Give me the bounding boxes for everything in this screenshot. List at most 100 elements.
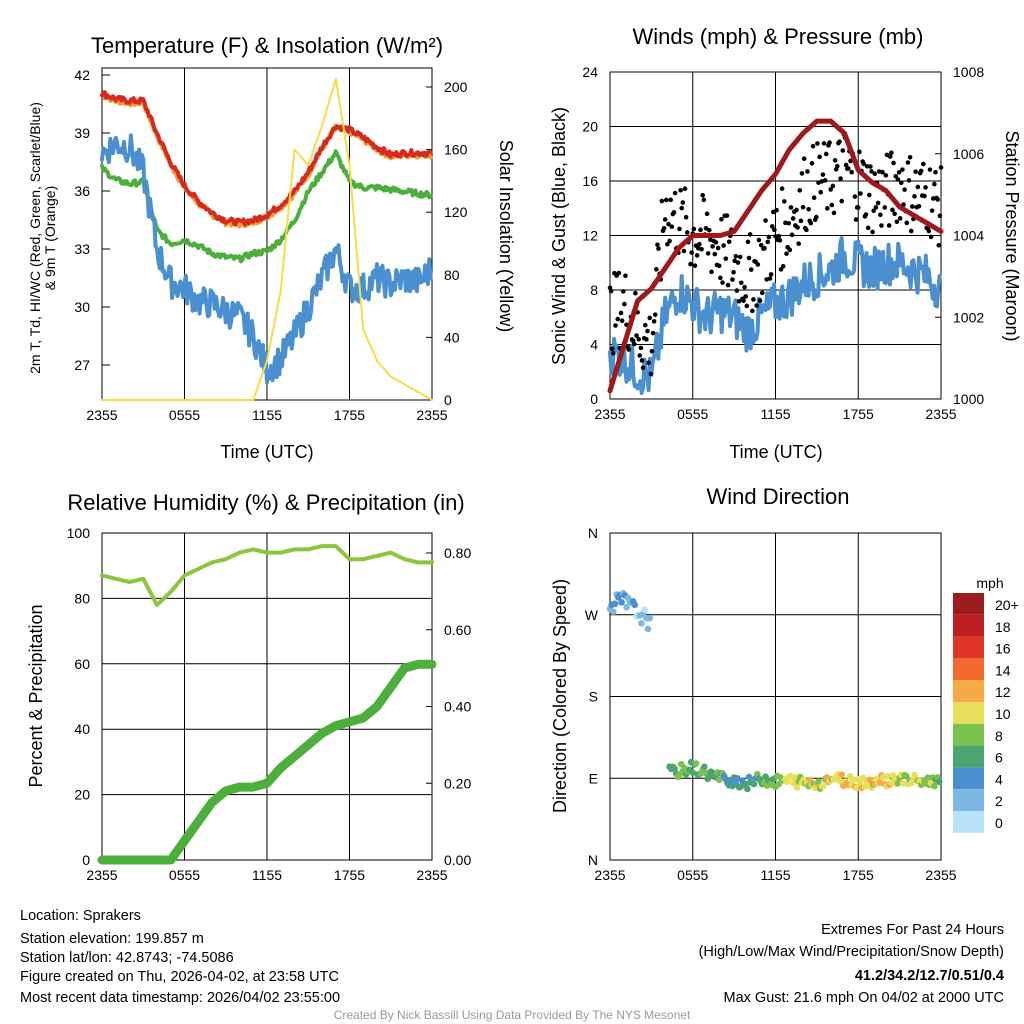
legend-label: 16: [995, 641, 1011, 657]
temp-title: Temperature (F) & Insolation (W/m²): [91, 33, 443, 58]
gust-point: [613, 323, 618, 328]
recent-text: Most recent data timestamp: 2026/04/02 2…: [20, 990, 340, 1006]
right-y-tick-label: 1006: [953, 146, 984, 162]
y-tick-label: 33: [74, 241, 90, 257]
direction-point: [853, 784, 860, 792]
wind-title: Winds (mph) & Pressure (mb): [633, 24, 924, 49]
gust-point: [649, 349, 655, 354]
gust-point: [820, 172, 826, 177]
legend-label: 10: [995, 706, 1011, 722]
direction-point: [701, 763, 708, 771]
gust-point: [683, 214, 689, 220]
right-y-tick-label: 80: [444, 267, 460, 283]
direction-point: [849, 776, 857, 784]
wind-ylabel: Sonic Wind & Gust (Blue, Black): [549, 107, 569, 365]
x-tick-label: 0555: [169, 867, 200, 883]
sonic-wind-line: [608, 236, 942, 395]
gust-point: [898, 180, 904, 186]
gust-point: [669, 224, 675, 229]
gust-point: [733, 253, 739, 259]
gust-point: [639, 358, 645, 363]
direction-point: [876, 779, 884, 786]
rh-line: [100, 544, 434, 607]
gust-point: [786, 220, 792, 226]
y-tick-label: 24: [582, 64, 598, 80]
gust-point: [902, 187, 907, 192]
gust-point: [736, 298, 742, 304]
legend-swatch: [953, 702, 984, 724]
gust-point: [889, 150, 894, 156]
gust-point: [908, 228, 914, 234]
gust-point: [926, 228, 932, 234]
wind-ylabel-right: Station Pressure (Maroon): [1002, 130, 1022, 341]
gust-point: [821, 141, 827, 146]
gust-point: [773, 234, 778, 239]
direction-point: [924, 774, 932, 781]
gust-point: [618, 310, 624, 316]
gust-point: [769, 224, 775, 229]
gust-point: [906, 178, 912, 183]
gust-point: [750, 308, 755, 314]
gust-point: [643, 322, 648, 328]
legend-swatch: [953, 789, 984, 811]
gust-point: [800, 204, 806, 210]
direction-point: [931, 782, 938, 790]
gust-point: [647, 315, 653, 321]
gust-point: [772, 227, 777, 233]
wc-line: [100, 133, 433, 385]
y-tick-label: N: [588, 525, 598, 541]
gust-point: [815, 141, 820, 146]
gust-point: [611, 350, 616, 356]
precipitation-line: [97, 659, 437, 865]
right-y-tick-label: 1000: [953, 391, 984, 407]
gust-point: [870, 229, 875, 235]
gust-point: [682, 186, 688, 192]
gust-point: [651, 319, 657, 324]
gust-point: [868, 164, 873, 169]
y-tick-label: 0: [590, 391, 598, 407]
legend-label: 4: [995, 771, 1003, 787]
y-tick-label: 20: [582, 119, 598, 135]
x-tick-label: 1755: [334, 407, 365, 423]
gust-point: [648, 371, 654, 377]
x-tick-label: 0555: [677, 867, 708, 883]
gust-point: [640, 365, 646, 371]
direction-point: [820, 782, 827, 790]
gust-point: [922, 193, 927, 199]
x-tick-label: 2355: [594, 406, 625, 422]
gust-point: [636, 336, 641, 342]
gust-point: [743, 294, 749, 299]
gust-point: [725, 282, 731, 288]
gust-point: [848, 158, 853, 164]
gust-point: [873, 205, 879, 210]
gust-point: [609, 346, 615, 351]
gust-point: [787, 247, 793, 253]
direction-point: [793, 784, 801, 791]
gust-point: [886, 223, 892, 228]
gust-point: [684, 230, 690, 235]
gust-point: [735, 260, 741, 265]
gust-point: [839, 198, 844, 204]
direction-point: [879, 774, 887, 781]
elevation-text: Station elevation: 199.857 m: [20, 931, 204, 947]
y-tick-label: 27: [74, 357, 90, 373]
legend-swatch: [953, 723, 984, 746]
y-tick-label: 42: [74, 67, 90, 83]
gust-point: [864, 163, 870, 169]
y-tick-label: 0: [82, 852, 90, 868]
gust-point: [834, 163, 840, 169]
right-y-tick-label: 0: [444, 392, 452, 408]
gust-point: [754, 303, 760, 308]
legend-swatch: [953, 614, 984, 637]
gust-point: [755, 262, 761, 267]
gust-point: [893, 173, 899, 179]
gust-point: [768, 272, 774, 277]
gust-point: [825, 206, 830, 211]
gust-point: [744, 303, 750, 309]
gust-point: [620, 289, 626, 294]
direction-point: [894, 779, 902, 787]
x-tick-label: 1155: [252, 407, 282, 423]
gust-point: [799, 171, 805, 176]
direction-point: [641, 606, 649, 614]
gust-point: [665, 242, 670, 247]
